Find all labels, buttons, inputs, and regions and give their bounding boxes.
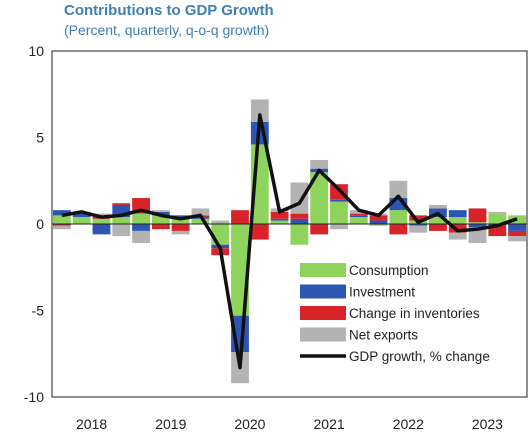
x-tick-label: 2023 <box>472 416 503 432</box>
bar-net-exports-2023Q2 <box>468 227 487 244</box>
bar-change-in-inventories-2021Q1 <box>290 213 309 219</box>
bar-net-exports-2023Q3 <box>488 211 507 214</box>
bar-net-exports-2022Q4 <box>429 204 447 209</box>
x-tick-label: 2021 <box>314 416 345 432</box>
bar-investment-2020Q4 <box>270 218 289 221</box>
bar-consumption-2021Q1 <box>290 224 309 245</box>
legend: Consumption Investment Change in inventori… <box>300 263 490 364</box>
bar-change-in-inventories-2021Q4 <box>349 213 368 216</box>
legend-swatch-change-in-inventories <box>300 306 346 320</box>
bar-net-exports-2022Q3 <box>409 225 428 233</box>
bar-net-exports-2019Q4 <box>191 208 210 216</box>
bar-change-in-inventories-2023Q2 <box>468 208 487 223</box>
bar-consumption-2023Q3 <box>488 213 507 224</box>
bar-investment-2018Q2 <box>72 213 91 218</box>
bar-net-exports-2023Q1 <box>448 232 467 240</box>
bar-change-in-inventories-2022Q2 <box>389 224 408 235</box>
bar-change-in-inventories-2020Q2 <box>231 210 249 224</box>
y-tick-label: -10 <box>24 389 44 405</box>
legend-label-change-in-inventories: Change in inventories <box>349 306 480 321</box>
y-tick-label: -5 <box>32 303 45 319</box>
legend-label-net-exports: Net exports <box>349 328 418 343</box>
bar-consumption-2020Q1 <box>211 224 230 245</box>
legend-swatch-net-exports <box>300 327 346 342</box>
legend-swatch-investment <box>300 284 346 299</box>
bar-net-exports-2020Q1 <box>211 220 230 224</box>
bar-consumption-2019Q2 <box>151 215 170 224</box>
chart-subtitle: (Percent, quarterly, q-o-q growth) <box>64 22 270 38</box>
bar-change-in-inventories-2018Q4 <box>112 203 131 205</box>
bar-net-exports-2021Q2 <box>310 159 329 169</box>
bar-net-exports-2021Q1 <box>290 182 309 214</box>
bar-consumption-2021Q2 <box>310 172 329 224</box>
bar-change-in-inventories-2020Q4 <box>270 211 289 219</box>
bar-net-exports-2019Q2 <box>151 210 170 212</box>
bar-consumption-2018Q4 <box>112 217 131 224</box>
bar-change-in-inventories-2023Q4 <box>508 230 527 237</box>
bar-investment-2021Q3 <box>330 199 348 202</box>
gdp-growth-line <box>61 113 518 370</box>
bar-net-exports-2018Q4 <box>112 224 131 237</box>
y-tick-label: 5 <box>36 130 44 146</box>
bar-change-in-inventories-2023Q1 <box>448 224 467 233</box>
line-layer <box>61 113 518 370</box>
bar-consumption-2022Q4 <box>429 217 447 224</box>
y-tick-label: 10 <box>28 43 44 59</box>
bar-net-exports-2019Q1 <box>132 230 150 244</box>
bar-change-in-inventories-2018Q1 <box>52 224 71 226</box>
x-tick-label: 2022 <box>393 416 424 432</box>
bar-investment-2021Q1 <box>290 218 309 224</box>
bar-consumption-2018Q1 <box>52 215 71 224</box>
bar-consumption-2019Q1 <box>132 213 150 224</box>
bar-consumption-2019Q4 <box>191 218 210 224</box>
chart-title: Contributions to GDP Growth <box>64 2 274 19</box>
bar-net-exports-2018Q1 <box>52 225 71 230</box>
bar-investment-2019Q3 <box>171 215 190 218</box>
bar-consumption-2023Q2 <box>468 222 487 224</box>
bar-change-in-inventories-2022Q1 <box>369 215 388 221</box>
y-axis: 10 5 0 -5 -10 <box>24 43 44 405</box>
bar-consumption-2018Q3 <box>92 218 111 224</box>
bar-investment-2023Q1 <box>448 210 467 218</box>
bar-net-exports-2021Q3 <box>330 224 348 230</box>
y-tick-label: 0 <box>36 216 44 232</box>
x-tick-label: 2020 <box>234 416 265 432</box>
x-tick-label: 2019 <box>155 416 186 432</box>
legend-label-gdp-growth-change: GDP growth, % change <box>349 349 490 364</box>
bar-investment-2018Q1 <box>52 210 71 216</box>
bar-investment-2022Q3 <box>409 224 428 226</box>
bar-consumption-2022Q2 <box>389 210 408 224</box>
bar-investment-2022Q1 <box>369 220 388 224</box>
bar-consumption-2023Q1 <box>448 217 467 224</box>
bar-consumption-2018Q2 <box>72 217 91 224</box>
legend-label-investment: Investment <box>349 285 415 300</box>
bar-investment-2018Q3 <box>92 224 111 235</box>
bar-change-in-inventories-2023Q3 <box>488 225 507 237</box>
bar-change-in-inventories-2019Q3 <box>171 224 190 231</box>
x-axis: 2018 2019 2020 2021 2022 2023 <box>76 416 503 432</box>
bar-consumption-2020Q4 <box>270 220 289 224</box>
bar-net-exports-2019Q3 <box>171 230 190 235</box>
legend-swatch-consumption <box>300 263 346 277</box>
bar-net-exports-2020Q3 <box>250 99 269 122</box>
bar-change-in-inventories-2020Q3 <box>250 224 269 240</box>
bar-change-in-inventories-2022Q4 <box>429 224 447 231</box>
legend-label-consumption: Consumption <box>349 263 429 278</box>
bar-consumption-2022Q1 <box>369 224 388 226</box>
bar-change-in-inventories-2021Q2 <box>310 224 329 235</box>
bar-layer <box>52 99 527 384</box>
bar-consumption-2021Q4 <box>349 217 368 224</box>
bar-change-in-inventories-2019Q2 <box>151 224 170 230</box>
bar-net-exports-2023Q4 <box>508 236 527 242</box>
bar-consumption-2021Q3 <box>330 201 348 224</box>
bar-investment-2019Q1 <box>132 224 150 231</box>
bar-investment-2021Q4 <box>349 215 368 218</box>
bar-net-exports-2022Q2 <box>389 180 408 199</box>
bar-change-in-inventories-2022Q3 <box>409 215 428 221</box>
x-tick-label: 2018 <box>76 416 107 432</box>
bar-investment-2023Q2 <box>468 224 487 228</box>
bar-investment-2023Q4 <box>508 224 527 231</box>
